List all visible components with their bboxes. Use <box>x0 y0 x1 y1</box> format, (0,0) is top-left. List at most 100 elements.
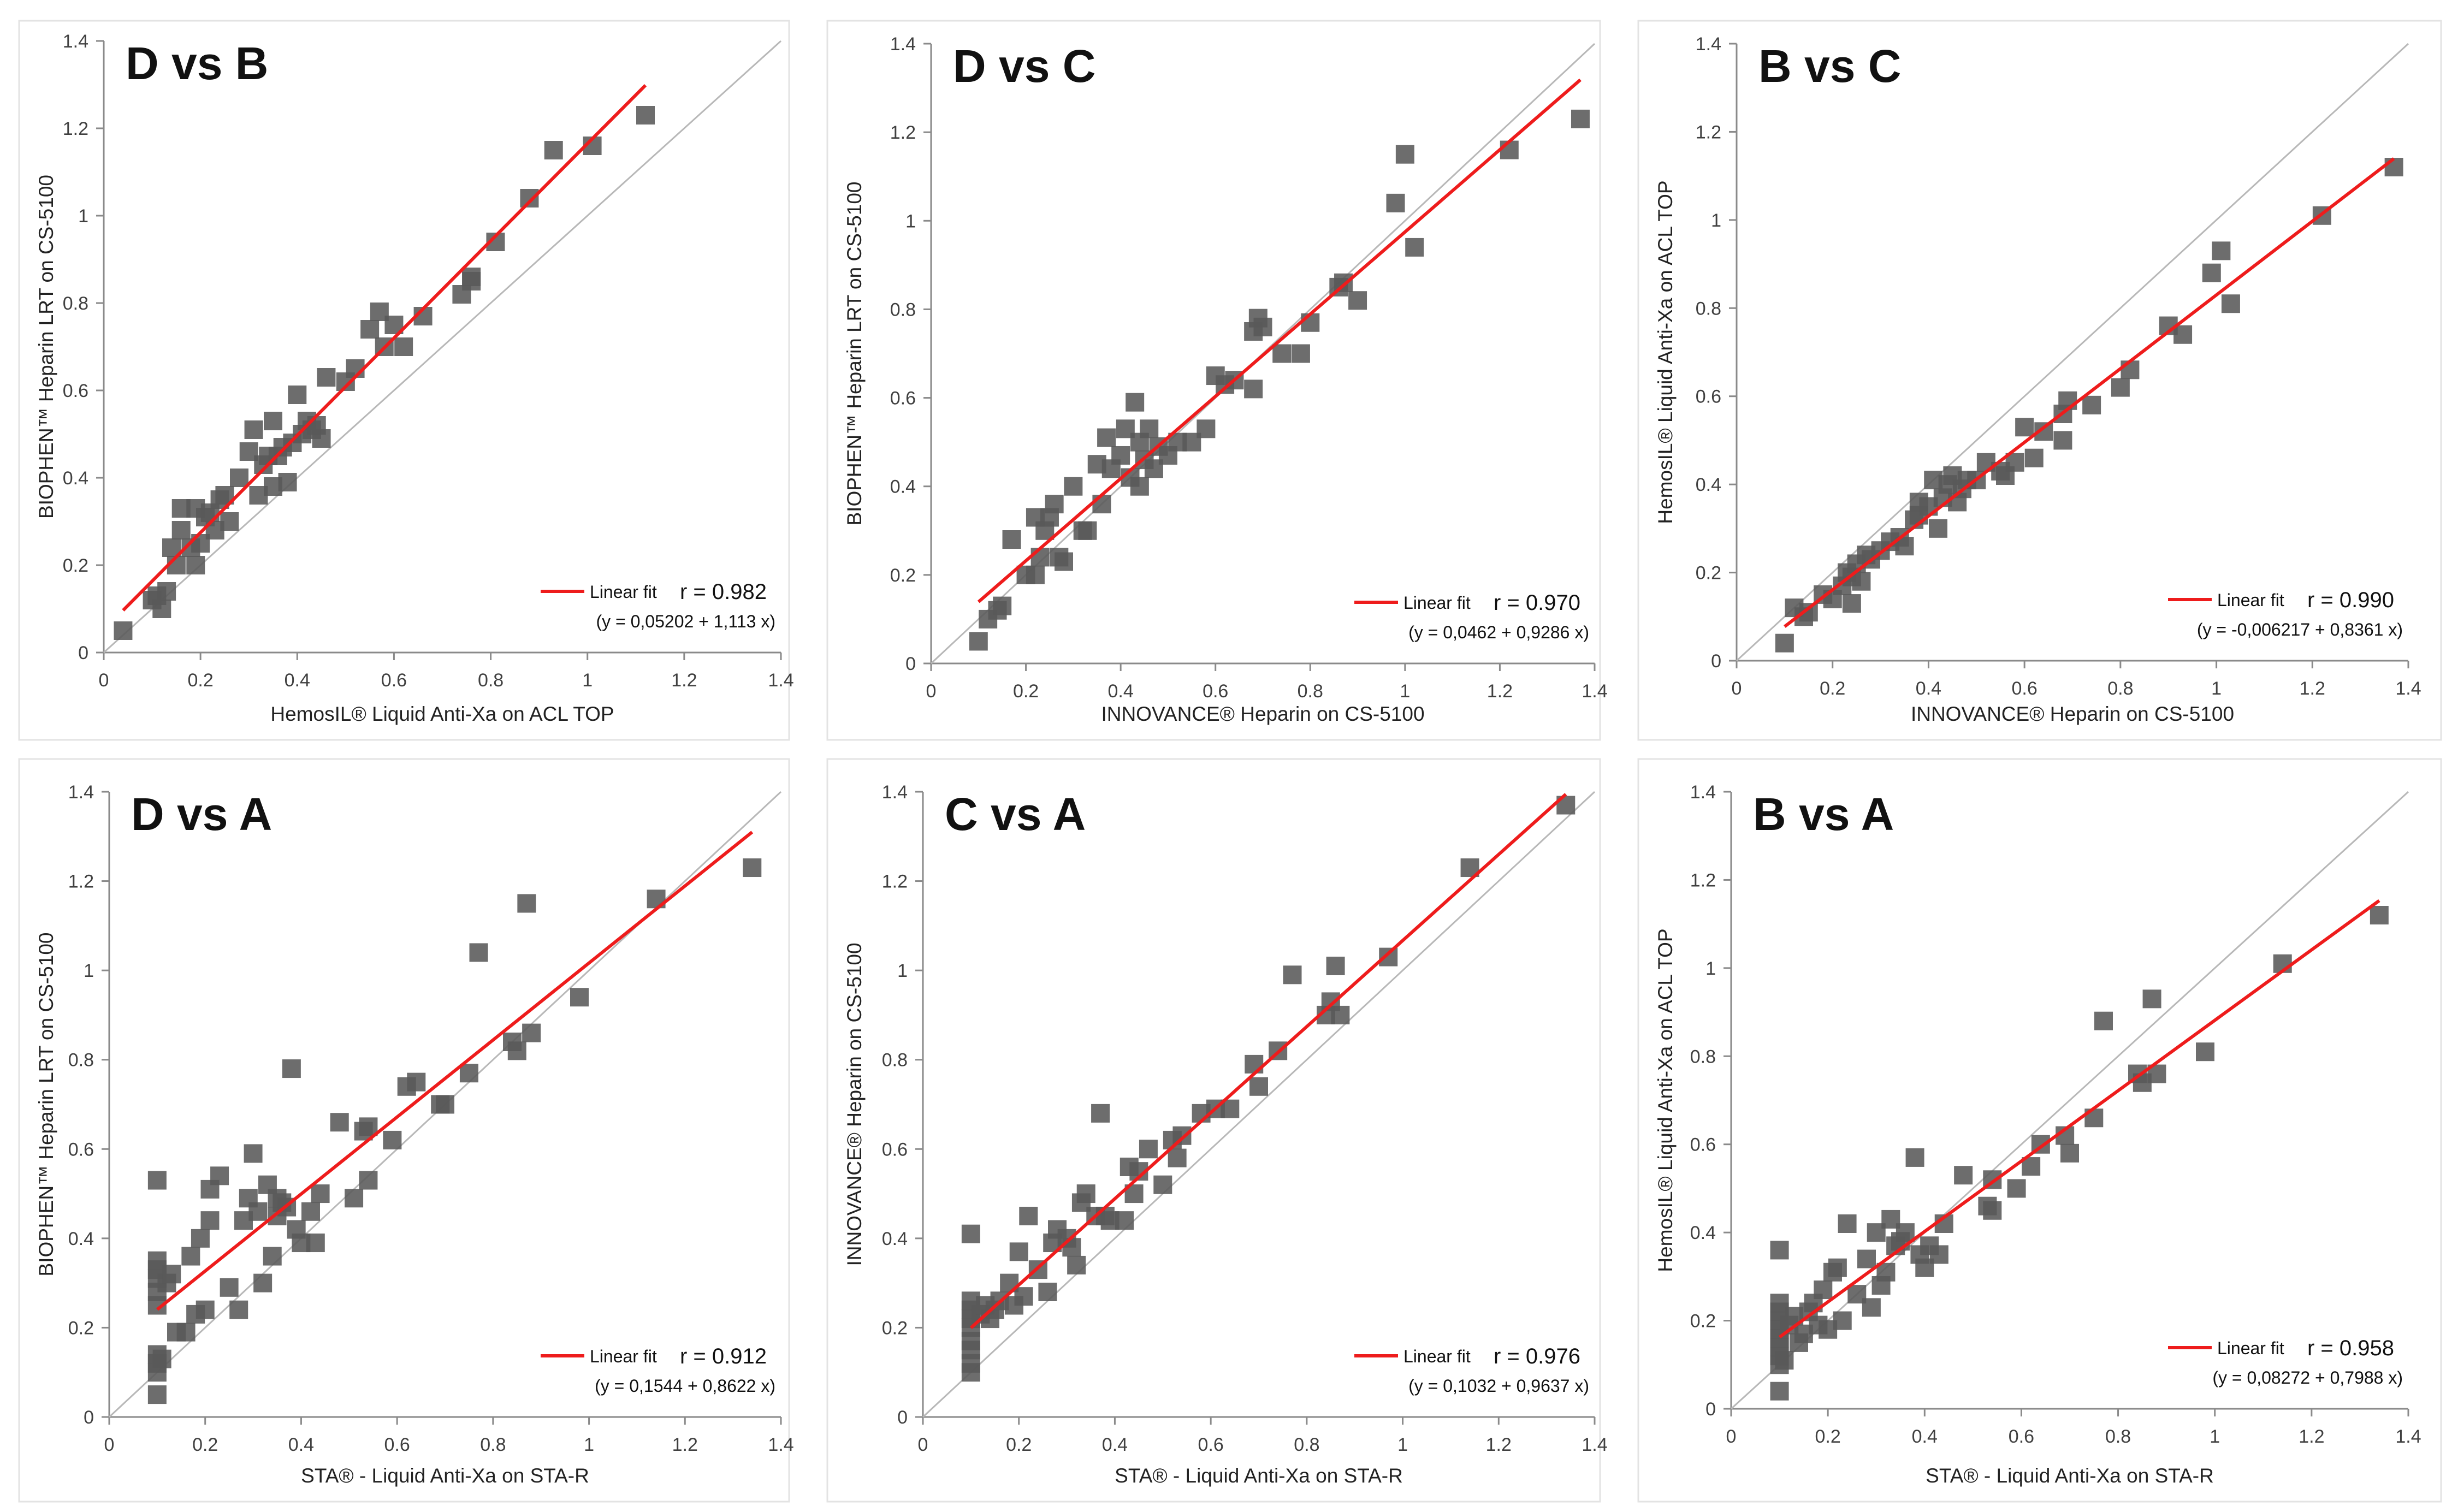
chart-panel-1: 0 0.2 0.4 0.6 0.8 1 1.2 1.4 0 0.2 0.4 0.6 0.8 1 1.2 1.4… <box>18 20 794 741</box>
y-tick-label: 1 <box>78 206 88 227</box>
linear-fit-line <box>969 793 1567 1330</box>
y-tick-label: 0 <box>78 643 88 663</box>
data-point <box>1301 313 1320 332</box>
data-point <box>1405 238 1424 257</box>
data-point <box>1770 1241 1789 1260</box>
identity-line <box>922 791 1596 1418</box>
x-tick-label: 0.4 <box>1912 1426 1938 1447</box>
data-point <box>1026 565 1045 584</box>
data-point <box>1064 477 1083 496</box>
y-axis-label: BIOPHEN™ Heparin LRT on CS-5100 <box>843 182 866 526</box>
y-tick-label: 0 <box>1711 651 1721 672</box>
x-tick-label: 0.4 <box>1102 1434 1128 1455</box>
data-point <box>1153 1175 1172 1194</box>
data-point <box>2094 1011 2113 1030</box>
x-tick-label: 0 <box>1732 678 1742 699</box>
y-tick-label: 1.2 <box>68 871 94 892</box>
y-tick-label: 0 <box>897 1407 908 1428</box>
x-tick-label: 1.4 <box>2395 1426 2421 1447</box>
data-point <box>1857 1249 1876 1268</box>
x-tick-label: 0.4 <box>1916 678 1941 699</box>
data-point <box>1379 947 1398 967</box>
data-point <box>1386 193 1405 212</box>
data-point <box>1283 965 1302 985</box>
data-point <box>263 1247 282 1266</box>
data-point <box>2121 360 2140 380</box>
data-point <box>282 1059 301 1078</box>
data-point <box>2212 241 2231 260</box>
data-point <box>1905 1148 1924 1167</box>
legend-fit-label: Linear fit <box>2217 1338 2284 1358</box>
data-point <box>1842 594 1861 613</box>
x-tick-label: 0.6 <box>2009 1426 2034 1447</box>
y-tick-label: 1.4 <box>1690 782 1716 803</box>
y-tick-label: 1.2 <box>63 118 88 139</box>
data-point <box>1139 1140 1158 1159</box>
legend-fit-label: Linear fit <box>590 582 657 602</box>
legend-r-value: r = 0.982 <box>680 580 767 604</box>
data-point <box>278 473 297 491</box>
data-point <box>312 429 331 448</box>
panel-title: D vs A <box>131 788 272 840</box>
data-point <box>152 600 171 618</box>
data-point <box>196 1300 215 1319</box>
data-point <box>1092 495 1111 514</box>
legend-r-value: r = 0.970 <box>1494 591 1580 615</box>
legend-r-value: r = 0.990 <box>2307 588 2394 612</box>
data-point <box>1078 521 1097 540</box>
data-point <box>522 1023 541 1042</box>
data-point <box>176 1323 196 1342</box>
data-point <box>147 1171 167 1190</box>
y-tick-label: 0.2 <box>890 565 916 586</box>
chart-panel-2: 0 0.2 0.4 0.6 0.8 1 1.2 1.4 0 0.2 0.4 0.6 0.8 1 1.2 1.4… <box>826 20 1608 741</box>
y-tick-label: 1 <box>905 211 916 232</box>
data-point <box>462 268 481 286</box>
data-point <box>1896 1223 1915 1242</box>
identity-line <box>1730 791 2409 1410</box>
data-point <box>2053 431 2072 450</box>
y-tick-label: 1 <box>84 960 94 981</box>
y-tick-label: 0.2 <box>63 555 88 576</box>
data-point <box>2196 1042 2214 1062</box>
data-point <box>459 1064 478 1083</box>
data-point <box>244 1144 263 1163</box>
data-point <box>2370 906 2389 924</box>
x-tick-label: 1.4 <box>1582 1434 1607 1455</box>
data-point <box>2111 378 2130 397</box>
data-point <box>2384 158 2403 176</box>
chart-panel-6: 0 0.2 0.4 0.6 0.8 1 1.2 1.4 0 0.2 0.4 0.6 0.8 1 1.2 1.4… <box>1637 758 2442 1503</box>
y-tick-label: 0.8 <box>1690 1046 1716 1067</box>
data-point <box>517 894 536 913</box>
data-point <box>181 1247 200 1266</box>
data-point <box>507 1041 526 1060</box>
panel-frame <box>18 758 790 1503</box>
data-point <box>306 1234 325 1253</box>
legend-fit-label: Linear fit <box>1403 1347 1471 1366</box>
x-tick-label: 0.8 <box>2107 678 2133 699</box>
y-tick-label: 0.6 <box>68 1139 94 1160</box>
data-point <box>330 1113 349 1132</box>
legend-fit-label: Linear fit <box>1403 593 1471 613</box>
data-point <box>171 521 191 539</box>
data-point <box>1828 1258 1847 1277</box>
data-point <box>288 386 307 404</box>
data-point <box>1115 1211 1134 1230</box>
y-axis-label: INNOVANCE® Heparin on CS-5100 <box>843 942 866 1266</box>
data-point <box>1091 1104 1110 1123</box>
x-tick-label: 0.2 <box>1006 1434 1032 1455</box>
data-point <box>264 412 282 430</box>
data-point <box>1249 1077 1268 1096</box>
panel-frame <box>826 758 1601 1503</box>
data-point <box>2007 1179 2026 1198</box>
data-point <box>570 988 589 1007</box>
data-point <box>469 943 488 962</box>
legend-equation: (y = 0,1032 + 0,9637 x) <box>1408 1376 1589 1396</box>
legend-r-value: r = 0.976 <box>1494 1344 1580 1368</box>
y-tick-label: 0.6 <box>63 381 88 401</box>
data-point <box>1097 428 1116 447</box>
data-point <box>1002 530 1021 549</box>
y-tick-label: 1.4 <box>68 782 94 803</box>
data-point <box>1272 344 1292 363</box>
